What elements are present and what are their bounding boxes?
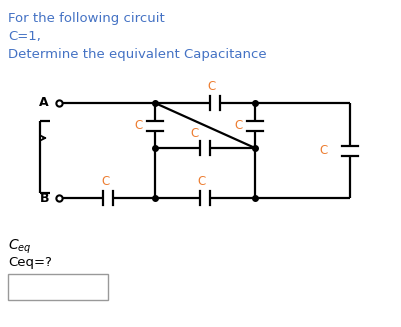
Text: B: B	[39, 192, 49, 204]
Text: C: C	[101, 175, 109, 188]
Text: A: A	[39, 96, 49, 110]
Text: C: C	[207, 80, 216, 93]
Text: Determine the equivalent Capacitance: Determine the equivalent Capacitance	[8, 48, 266, 61]
Text: C: C	[134, 119, 143, 132]
Text: For the following circuit: For the following circuit	[8, 12, 164, 25]
FancyBboxPatch shape	[8, 274, 108, 300]
Text: C=1,: C=1,	[8, 30, 41, 43]
Text: $C_{eq}$: $C_{eq}$	[8, 238, 31, 256]
Text: C: C	[234, 119, 242, 132]
Text: C: C	[197, 175, 206, 188]
Text: C: C	[319, 144, 327, 157]
Text: Ceq=?: Ceq=?	[8, 256, 52, 269]
Text: C: C	[190, 127, 198, 140]
